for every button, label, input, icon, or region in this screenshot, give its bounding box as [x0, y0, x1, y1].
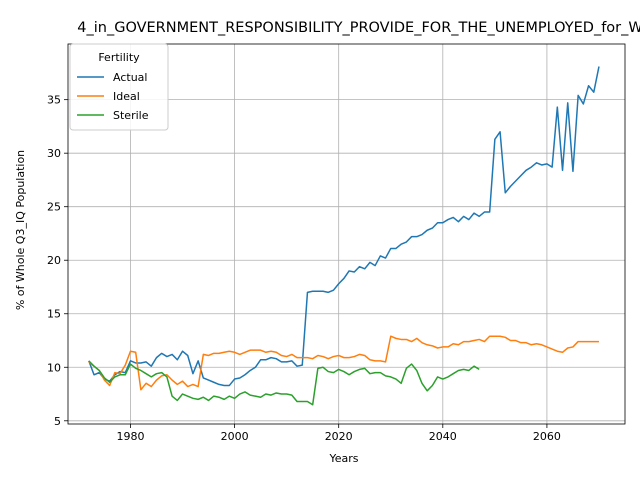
y-tick-label: 15 [47, 308, 61, 321]
x-tick-label: 1980 [116, 430, 144, 443]
legend-label-ideal: Ideal [113, 90, 140, 103]
y-tick-label: 10 [47, 361, 61, 374]
x-tick-label: 2040 [429, 430, 457, 443]
x-tick-label: 2020 [325, 430, 353, 443]
y-tick-label: 20 [47, 254, 61, 267]
y-tick-label: 25 [47, 201, 61, 214]
x-tick-label: 2060 [533, 430, 561, 443]
legend-label-actual: Actual [113, 71, 147, 84]
legend-label-sterile: Sterile [113, 109, 149, 122]
series-line-sterile [88, 360, 480, 406]
legend: Fertility Actual Ideal Sterile [69, 43, 169, 131]
y-tick-label: 35 [47, 94, 61, 107]
x-axis-label: Years [328, 452, 358, 465]
chart-title: 4_in_GOVERNMENT_RESPONSIBILITY_PROVIDE_F… [77, 20, 640, 36]
axes-frame [67, 43, 626, 425]
series-line-actual [88, 66, 600, 387]
y-tick-label: 5 [54, 415, 61, 428]
series-line-ideal [88, 335, 599, 391]
legend-title: Fertility [98, 51, 140, 64]
legend-frame [69, 43, 169, 131]
x-tick-label: 2000 [221, 430, 249, 443]
y-axis-label: % of Whole Q3_IQ Population [14, 150, 27, 310]
y-tick-label: 30 [47, 147, 61, 160]
